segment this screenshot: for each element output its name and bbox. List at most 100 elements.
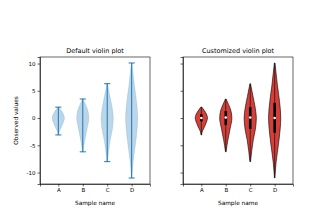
violin-bar (107, 84, 108, 162)
y-tick: 0 (32, 115, 40, 121)
x-tick-label: D (130, 187, 134, 193)
y-tick-label: -10 (27, 170, 36, 176)
x-tick: A (200, 184, 204, 193)
median (273, 117, 276, 120)
x-axis-title: Sample name (75, 200, 115, 207)
violin-bar (58, 107, 59, 135)
plot-area (52, 63, 138, 178)
x-tick-label: A (200, 187, 204, 193)
y-tick-mark (181, 64, 184, 65)
median (200, 117, 203, 120)
y-axis (181, 58, 184, 185)
y-tick (181, 145, 184, 146)
quartile-box (200, 114, 203, 121)
y-tick-label: 10 (29, 61, 36, 67)
panel: A B C D Customized violin plot Sample name (181, 47, 294, 207)
y-tick-mark (38, 91, 41, 92)
y-tick-mark (38, 173, 41, 174)
x-tick-mark (83, 184, 84, 187)
y-tick-label: 0 (32, 115, 36, 121)
violin-min-cap (55, 134, 61, 135)
violin-body (101, 84, 113, 162)
violin-body (77, 99, 89, 152)
x-tick: C (106, 184, 110, 193)
violin-body (126, 63, 138, 178)
y-tick-mark (181, 145, 184, 146)
x-tick: A (57, 184, 61, 193)
whisker (225, 99, 226, 152)
x-tick-label: C (106, 187, 110, 193)
plot-area (195, 63, 281, 178)
figure: -10 -5 0 5 10 A B C D Default violin plot Sample n… (0, 0, 320, 224)
violin-min-cap (129, 178, 135, 179)
x-tick-mark (275, 184, 276, 187)
y-tick-mark (38, 64, 41, 65)
x-tick: B (224, 184, 228, 193)
median (224, 116, 227, 119)
violin-body (269, 63, 281, 178)
x-axis: A B C D (184, 184, 294, 193)
x-axis-line (184, 185, 294, 187)
x-tick-label: D (273, 187, 277, 193)
x-tick-label: C (249, 187, 253, 193)
x-axis: A B C D (41, 184, 151, 193)
x-tick-mark (201, 184, 202, 187)
violin-bar (131, 63, 132, 178)
violin-max-cap (80, 98, 86, 99)
violin-max-cap (104, 83, 110, 84)
x-tick: C (249, 184, 253, 193)
y-tick-mark (38, 145, 41, 146)
violin-min-cap (80, 151, 86, 152)
y-tick (181, 64, 184, 65)
y-tick (181, 173, 184, 174)
y-tick (181, 118, 184, 119)
quartile-box (273, 103, 276, 133)
y-tick-mark (181, 91, 184, 92)
y-tick: 10 (29, 61, 41, 67)
quartile-box (224, 111, 227, 125)
violin-body (220, 99, 232, 152)
y-tick (181, 91, 184, 92)
x-tick-label: B (224, 187, 228, 193)
x-tick-mark (226, 184, 227, 187)
x-tick-mark (250, 184, 251, 187)
y-tick-mark (181, 118, 184, 119)
frame (183, 57, 293, 184)
y-axis-line (181, 58, 184, 185)
x-tick: D (273, 184, 277, 193)
x-tick: B (81, 184, 85, 193)
median (249, 116, 252, 119)
x-axis-line (41, 185, 151, 187)
y-tick-label: 5 (32, 88, 36, 94)
panel: -10 -5 0 5 10 A B C D Default violin plot Sample n… (13, 47, 151, 207)
y-tick-mark (181, 173, 184, 174)
violin-bar (82, 99, 83, 152)
quartile-box (249, 107, 252, 129)
violin-body (244, 84, 256, 162)
x-axis-title: Sample name (218, 200, 258, 207)
y-axis: -10 -5 0 5 10 (27, 58, 41, 185)
x-tick-mark (58, 184, 59, 187)
violin-max-cap (55, 107, 61, 108)
y-tick-label: -5 (30, 143, 36, 149)
whisker (250, 84, 251, 162)
x-tick-mark (107, 184, 108, 187)
y-axis-title: Observed values (13, 96, 19, 145)
y-tick: -10 (27, 170, 40, 176)
violin-max-cap (129, 62, 135, 63)
y-tick-mark (38, 118, 41, 119)
y-tick: 5 (32, 88, 40, 94)
whisker (201, 107, 202, 135)
y-tick: -5 (30, 143, 40, 149)
title: Customized violin plot (202, 47, 275, 55)
x-tick-label: A (57, 187, 61, 193)
x-tick-mark (132, 184, 133, 187)
whisker (274, 63, 275, 178)
violin-min-cap (104, 161, 110, 162)
title: Default violin plot (66, 47, 124, 55)
x-tick: D (130, 184, 134, 193)
frame (40, 57, 150, 184)
x-tick-label: B (81, 187, 85, 193)
violin-body (52, 107, 64, 135)
violin-body (195, 107, 207, 135)
